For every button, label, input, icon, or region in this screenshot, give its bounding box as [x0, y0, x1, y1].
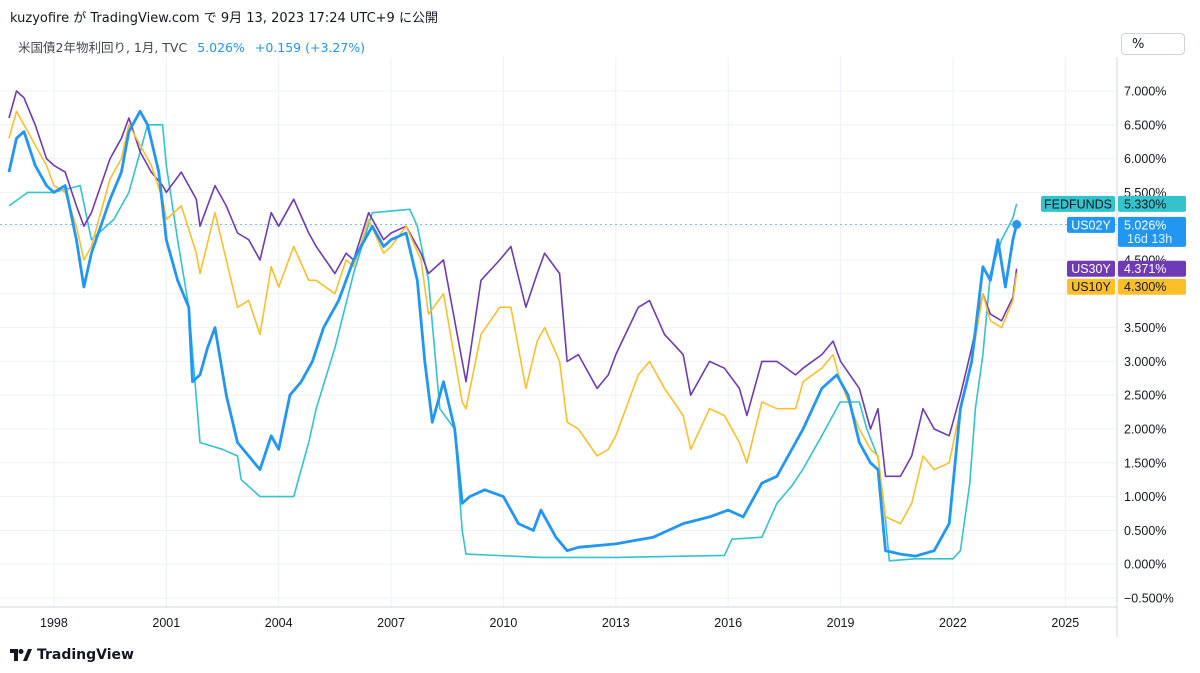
- tag-name-fedfunds: FEDFUNDS: [1044, 197, 1112, 211]
- change-value: +0.159 (+3.27%): [254, 40, 366, 55]
- tag-value-us30y: 4.371%: [1124, 262, 1166, 276]
- y-tick-label: 0.000%: [1124, 558, 1166, 572]
- tag-value-bg: [1118, 195, 1186, 212]
- y-tick-label: 1.000%: [1124, 490, 1166, 504]
- tag-value-us02y: 5.026%: [1124, 218, 1166, 232]
- x-tick-label: 2025: [1051, 616, 1079, 630]
- tradingview-logo-icon: [10, 649, 32, 661]
- series-line-us02y: [7, 109, 1018, 558]
- y-tick-label: −0.500%: [1124, 592, 1174, 606]
- series-line-us10y: [8, 110, 1018, 525]
- tag-name-bg: [1041, 195, 1115, 212]
- time-axis[interactable]: 1998 2001 2004 2007 2010 2013 2016 2019 2022 2025: [40, 616, 1079, 630]
- percent-scale-button[interactable]: %: [1121, 33, 1185, 55]
- x-tick-label: 2019: [827, 616, 855, 630]
- y-tick-label: 6.000%: [1124, 152, 1166, 166]
- tag-value-bg: [1118, 278, 1186, 295]
- y-tick-label: 2.000%: [1124, 423, 1166, 437]
- x-tick-label: 2010: [490, 616, 518, 630]
- symbol-legend: 米国債2年物利回り, 1月, TVC 5.026% +0.159 (+3.27%…: [18, 37, 365, 56]
- tag-value-fedfunds: 5.330%: [1124, 197, 1166, 211]
- series-layer: [0, 90, 1117, 562]
- x-tick-label: 2013: [602, 616, 630, 630]
- y-tick-label: 2.500%: [1124, 389, 1166, 403]
- x-tick-label: 2022: [939, 616, 967, 630]
- y-tick-label: 0.500%: [1124, 524, 1166, 538]
- x-tick-label: 2007: [377, 616, 405, 630]
- last-value: 5.026%: [197, 40, 245, 55]
- tag-name-us10y: US10Y: [1071, 280, 1111, 294]
- tag-name-us02y: US02Y: [1071, 218, 1111, 232]
- tag-value-bg: [1118, 260, 1186, 277]
- x-tick-label: 2004: [265, 616, 293, 630]
- y-tick-label: 3.500%: [1124, 321, 1166, 335]
- price-tags: FEDFUNDS 5.330% US02Y 5.026%16d 13h US30Y 4.3…: [1041, 195, 1186, 295]
- tag-name-bg: [1067, 260, 1115, 277]
- tag-name-us30y: US30Y: [1071, 262, 1111, 276]
- price-axis[interactable]: 7.000%6.500%6.000%5.500%4.500%3.500%3.00…: [1124, 85, 1174, 606]
- symbol-title: 米国債2年物利回り, 1月, TVC: [18, 40, 188, 55]
- tag-name-bg: [1067, 278, 1115, 295]
- tag-name-bg: [1067, 216, 1115, 233]
- tag-value-bg: [1118, 216, 1186, 247]
- y-tick-label: 6.500%: [1124, 118, 1166, 132]
- publish-info: kuzyofire が TradingView.com で 9月 13, 202…: [10, 11, 438, 26]
- x-tick-label: 2001: [152, 616, 180, 630]
- x-tick-label: 1998: [40, 616, 68, 630]
- tradingview-logo: TradingView: [10, 647, 134, 663]
- y-tick-label: 7.000%: [1124, 85, 1166, 99]
- tag-value-us10y: 4.300%: [1124, 280, 1166, 294]
- us02y-last-point: [1012, 219, 1022, 229]
- y-tick-label: 3.000%: [1124, 355, 1166, 369]
- tag-countdown: 16d 13h: [1127, 232, 1172, 246]
- y-tick-label: 1.500%: [1124, 456, 1166, 470]
- brand-name: TradingView: [37, 647, 134, 663]
- series-line-us30y: [8, 90, 1018, 478]
- x-tick-label: 2016: [714, 616, 742, 630]
